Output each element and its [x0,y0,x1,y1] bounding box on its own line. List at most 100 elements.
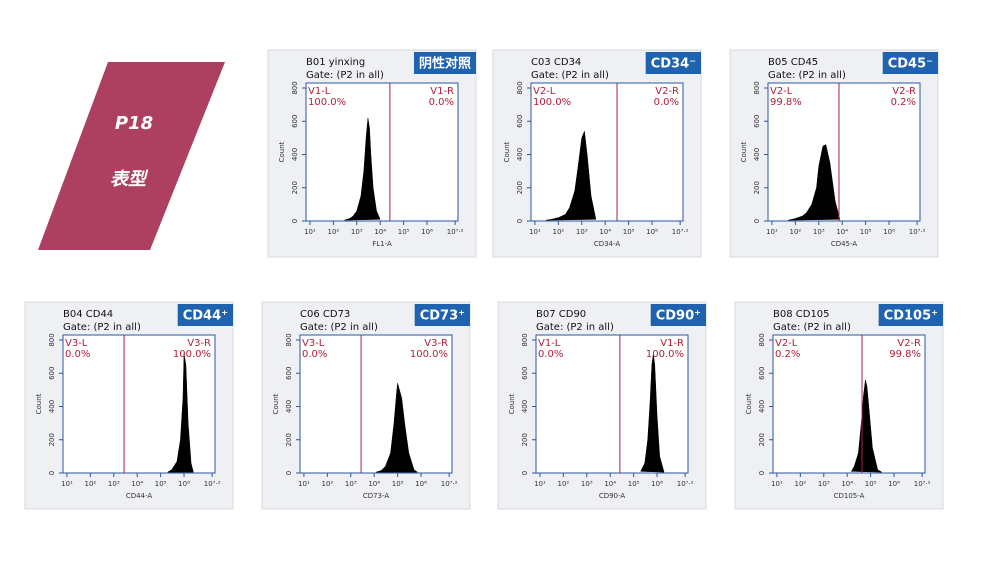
y-axis-label: Count [272,393,280,414]
gate-percent: 100.0% [308,97,346,108]
histogram [166,353,194,473]
x-axis-label: CD90-A [599,492,626,500]
y-axis-label: Count [508,393,516,414]
x-tick-label: 10² [789,228,801,236]
gate-name: V2-R [897,338,921,349]
y-tick-label: 800 [521,333,529,346]
gate-name: V3-L [302,338,325,349]
y-tick-label: 400 [291,148,299,161]
x-tick-label: 10¹ [771,480,783,488]
x-tick-label: 10⁵ [392,480,404,488]
x-tick-label: 10² [557,480,569,488]
y-tick-label: 800 [48,333,56,346]
gate-subtitle: Gate: (P2 in all) [773,322,851,333]
x-tick-label: 10⁵ [623,228,635,236]
y-tick-label: 400 [516,148,524,161]
gate-name: V2-L [775,338,798,349]
x-tick-label: 10⁷·² [204,480,221,488]
y-axis-label: Count [740,141,748,162]
y-tick-label: 600 [285,367,293,380]
y-tick-label: 800 [285,333,293,346]
gate-percent: 0.0% [654,97,679,108]
y-tick-label: 0 [521,471,529,475]
x-tick-label: 10³ [351,228,363,236]
badge [645,52,701,74]
y-tick-label: 400 [521,400,529,413]
panel-title: B01 yinxing [306,57,365,68]
x-tick-label: 10¹ [298,480,310,488]
y-tick-label: 200 [521,433,529,446]
plot-area [530,82,684,222]
x-axis-label: FL1-A [372,240,392,248]
y-tick-label: 0 [516,219,524,223]
x-tick-label: 10³ [576,228,588,236]
gate-subtitle: Gate: (P2 in all) [536,322,614,333]
x-tick-label: 10² [84,480,96,488]
x-axis-label: CD73-A [363,492,390,500]
x-tick-label: 10¹ [534,480,546,488]
gate-name: V3-L [65,338,88,349]
y-tick-label: 800 [758,333,766,346]
gate-name: V3-R [424,338,448,349]
x-axis-label: CD44-A [126,492,153,500]
x-tick-label: 10³ [345,480,357,488]
x-tick-label: 10⁶ [888,480,900,488]
gate-percent: 0.0% [429,97,454,108]
x-tick-label: 10⁴ [599,228,611,236]
x-tick-label: 10⁶ [651,480,663,488]
panel-title: B08 CD105 [773,309,830,320]
panel-title: B04 CD44 [63,309,113,320]
x-tick-label: 10⁶ [646,228,658,236]
gate-percent: 100.0% [410,349,448,360]
histogram-panel: B05 CD45 Gate: (P2 in all) CD45⁻ 0 200 400 600… [729,49,939,258]
histogram-panel: C03 CD34 Gate: (P2 in all) CD34⁻ 0 200 400 600… [492,49,702,258]
badge-label: CD34⁻ [651,57,696,72]
gate-subtitle: Gate: (P2 in all) [531,70,609,81]
x-tick-label: 10¹ [529,228,541,236]
gate-name: V1-R [660,338,684,349]
plot-area [772,334,926,474]
panel-title: B05 CD45 [768,57,818,68]
x-tick-label: 10³ [108,480,120,488]
y-tick-label: 200 [758,433,766,446]
y-tick-label: 800 [516,81,524,94]
badge-label: CD73⁺ [420,309,465,324]
x-tick-label: 10⁶ [415,480,427,488]
badge [413,52,476,74]
y-tick-label: 0 [285,471,293,475]
plot-area [305,82,459,222]
badge [882,52,938,74]
x-axis-label: CD45-A [831,240,858,248]
title-banner [38,62,225,250]
gate-subtitle: Gate: (P2 in all) [63,322,141,333]
x-tick-label: 10⁵ [398,228,410,236]
gate-percent: 0.0% [538,349,563,360]
y-tick-label: 600 [291,115,299,128]
histogram-panel: C06 CD73 Gate: (P2 in all) CD73⁺ 0 200 400 600… [261,301,471,510]
x-tick-label: 10⁴ [604,480,616,488]
histogram [546,131,597,221]
badge [177,304,233,326]
x-tick-label: 10⁴ [131,480,143,488]
x-tick-label: 10⁷·² [447,228,464,236]
gate-percent: 100.0% [173,349,211,360]
gate-percent: 99.8% [889,349,921,360]
panel-title: B07 CD90 [536,309,586,320]
histogram [788,144,841,221]
y-axis-label: Count [503,141,511,162]
y-tick-label: 400 [753,148,761,161]
x-tick-label: 10³ [818,480,830,488]
gate-name: V1-L [538,338,561,349]
x-tick-label: 10⁷·² [914,480,931,488]
badge [414,304,470,326]
y-tick-label: 0 [291,219,299,223]
y-tick-label: 600 [516,115,524,128]
y-tick-label: 600 [753,115,761,128]
plot-area [767,82,921,222]
x-tick-label: 10³ [813,228,825,236]
x-tick-label: 10² [327,228,339,236]
x-tick-label: 10⁷·² [672,228,689,236]
x-axis-label: CD105-A [834,492,865,500]
x-tick-label: 10⁶ [178,480,190,488]
